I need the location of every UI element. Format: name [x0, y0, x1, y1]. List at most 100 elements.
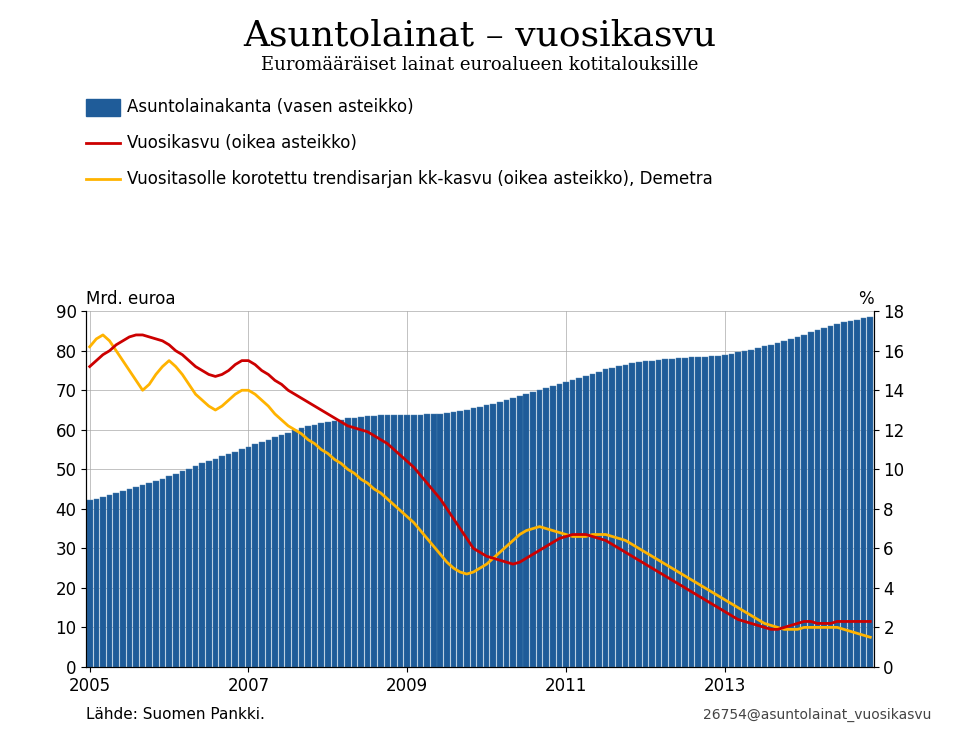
Bar	[193, 466, 199, 667]
Text: Asuntolainat – vuosikasvu: Asuntolainat – vuosikasvu	[244, 19, 716, 53]
Bar	[272, 437, 277, 667]
Bar	[397, 415, 403, 667]
Bar	[133, 487, 139, 667]
Bar	[159, 479, 165, 667]
Bar	[729, 353, 734, 667]
Bar	[491, 404, 496, 667]
Bar	[140, 485, 146, 667]
Bar	[768, 345, 774, 667]
Bar	[180, 471, 185, 667]
Bar	[127, 489, 132, 667]
Bar	[312, 425, 318, 667]
Text: Vuosikasvu (oikea asteikko): Vuosikasvu (oikea asteikko)	[127, 134, 356, 152]
Bar	[814, 330, 820, 667]
Bar	[411, 415, 417, 667]
Text: Lähde: Suomen Pankki.: Lähde: Suomen Pankki.	[86, 708, 265, 722]
Bar	[404, 415, 410, 667]
Bar	[781, 341, 787, 667]
Bar	[200, 463, 205, 667]
Bar	[166, 476, 172, 667]
Bar	[576, 379, 582, 667]
Bar	[788, 339, 794, 667]
Bar	[153, 481, 158, 667]
Bar	[147, 483, 152, 667]
Bar	[93, 499, 99, 667]
Bar	[854, 319, 860, 667]
Text: Asuntolainakanta (vasen asteikko): Asuntolainakanta (vasen asteikko)	[127, 99, 414, 116]
Bar	[557, 385, 563, 667]
Bar	[616, 366, 622, 667]
Bar	[623, 365, 629, 667]
Bar	[278, 435, 284, 667]
Bar	[338, 419, 344, 667]
Bar	[292, 431, 298, 667]
Bar	[319, 423, 324, 667]
Bar	[438, 413, 444, 667]
Bar	[457, 411, 463, 667]
Bar	[603, 369, 609, 667]
Bar	[523, 394, 529, 667]
Bar	[186, 468, 192, 667]
Bar	[351, 417, 357, 667]
Bar	[749, 350, 754, 667]
Bar	[391, 415, 396, 667]
Bar	[246, 447, 252, 667]
Bar	[735, 352, 741, 667]
Bar	[821, 328, 827, 667]
Bar	[484, 405, 490, 667]
Bar	[424, 414, 430, 667]
Text: %: %	[858, 290, 874, 308]
Bar	[775, 343, 780, 667]
Bar	[689, 357, 694, 667]
Bar	[305, 426, 311, 667]
Bar	[219, 456, 225, 667]
Bar	[266, 439, 271, 667]
Bar	[226, 454, 231, 667]
Bar	[212, 459, 218, 667]
Bar	[669, 359, 675, 667]
Text: Euromääräiset lainat euroalueen kotitalouksille: Euromääräiset lainat euroalueen kotitalo…	[261, 56, 699, 73]
Bar	[755, 348, 760, 667]
Bar	[252, 445, 258, 667]
Bar	[589, 374, 595, 667]
Bar	[259, 442, 265, 667]
Bar	[378, 415, 384, 667]
Bar	[511, 398, 516, 667]
Bar	[372, 416, 377, 667]
Bar	[537, 391, 542, 667]
Bar	[742, 351, 748, 667]
Bar	[464, 410, 469, 667]
Text: 26754@asuntolainat_vuosikasvu: 26754@asuntolainat_vuosikasvu	[703, 708, 931, 722]
Bar	[676, 358, 682, 667]
Bar	[828, 326, 833, 667]
Bar	[173, 474, 179, 667]
Bar	[504, 400, 509, 667]
Bar	[470, 408, 476, 667]
Bar	[795, 337, 801, 667]
Bar	[365, 416, 371, 667]
Bar	[636, 362, 641, 667]
Bar	[516, 396, 522, 667]
Bar	[708, 356, 714, 667]
Bar	[477, 407, 483, 667]
Bar	[550, 386, 556, 667]
Bar	[802, 334, 807, 667]
Bar	[610, 368, 615, 667]
Bar	[630, 363, 635, 667]
Bar	[702, 356, 708, 667]
Bar	[299, 428, 304, 667]
Bar	[543, 388, 549, 667]
Bar	[642, 362, 648, 667]
Bar	[444, 413, 449, 667]
Text: Mrd. euroa: Mrd. euroa	[86, 290, 176, 308]
Bar	[325, 422, 330, 667]
Bar	[761, 346, 767, 667]
Bar	[239, 449, 245, 667]
Bar	[683, 358, 688, 667]
Bar	[808, 332, 813, 667]
Bar	[570, 380, 575, 667]
Bar	[530, 392, 536, 667]
Bar	[206, 461, 211, 667]
Bar	[715, 356, 721, 667]
Bar	[583, 376, 588, 667]
